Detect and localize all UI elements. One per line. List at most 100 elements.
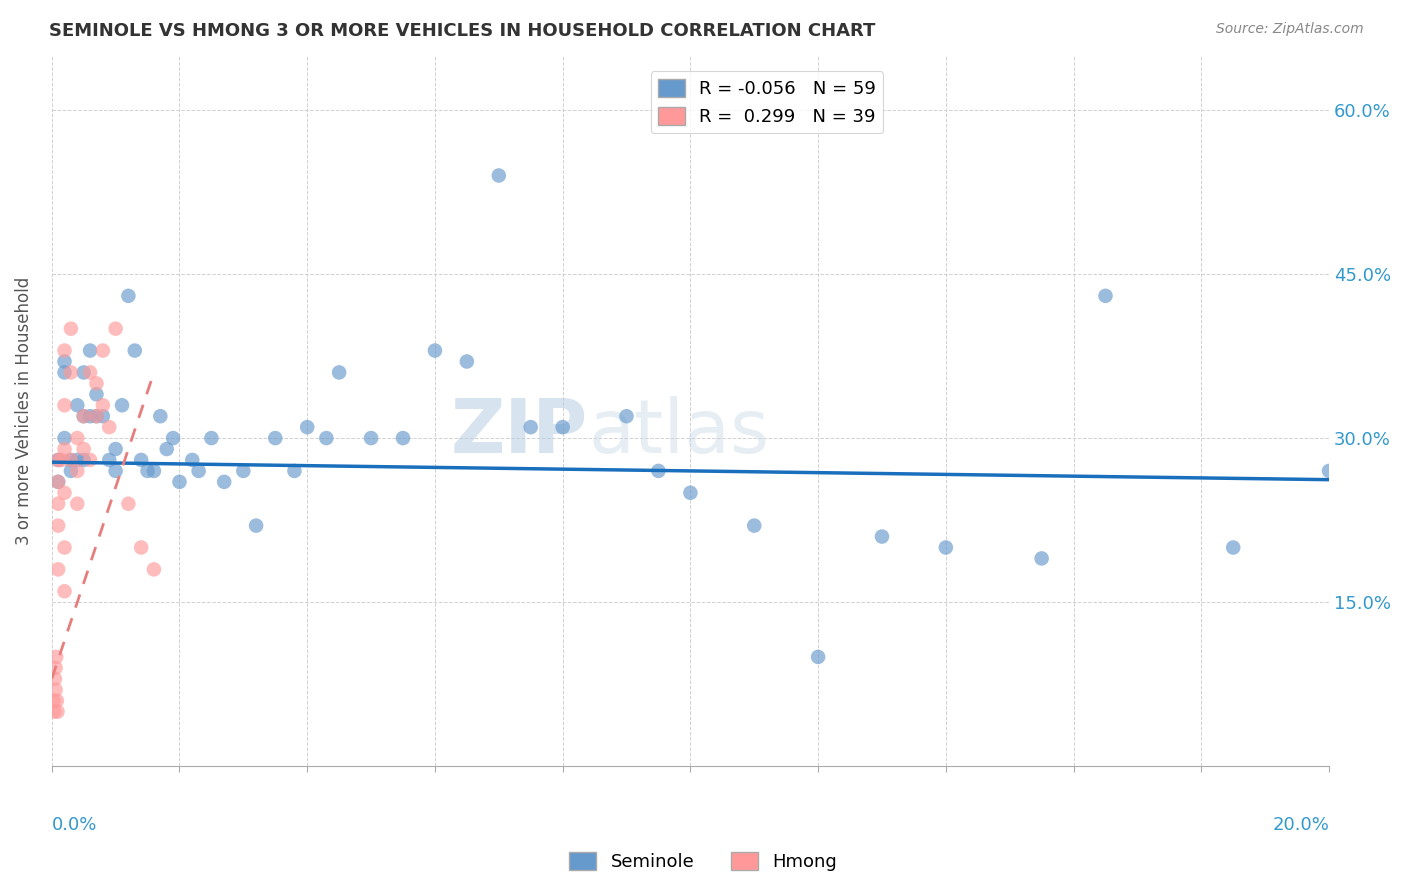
- Point: [264, 431, 287, 445]
- Point: [46, 705, 69, 719]
- Point: [212, 475, 235, 489]
- Point: [117, 497, 139, 511]
- Point: [53, 354, 76, 368]
- Point: [245, 518, 267, 533]
- Y-axis label: 3 or more Vehicles in Household: 3 or more Vehicles in Household: [15, 277, 32, 545]
- Point: [45, 682, 67, 697]
- Point: [73, 453, 96, 467]
- Point: [129, 453, 152, 467]
- Point: [111, 398, 134, 412]
- Text: 0.0%: 0.0%: [52, 816, 97, 834]
- Point: [79, 453, 101, 467]
- Point: [91, 343, 114, 358]
- Point: [45, 694, 67, 708]
- Point: [73, 409, 96, 424]
- Point: [142, 464, 165, 478]
- Point: [86, 376, 108, 391]
- Point: [53, 485, 76, 500]
- Point: [79, 366, 101, 380]
- Point: [98, 453, 121, 467]
- Point: [46, 518, 69, 533]
- Point: [45, 649, 67, 664]
- Point: [136, 464, 159, 478]
- Point: [44, 705, 66, 719]
- Point: [86, 387, 108, 401]
- Point: [53, 584, 76, 599]
- Point: [519, 420, 541, 434]
- Point: [46, 497, 69, 511]
- Point: [91, 398, 114, 412]
- Legend: R = -0.056   N = 59, R =  0.299   N = 39: R = -0.056 N = 59, R = 0.299 N = 39: [651, 71, 883, 134]
- Point: [149, 409, 172, 424]
- Point: [53, 442, 76, 456]
- Point: [73, 409, 96, 424]
- Point: [66, 398, 89, 412]
- Point: [53, 366, 76, 380]
- Point: [104, 442, 127, 456]
- Point: [647, 464, 669, 478]
- Point: [423, 343, 446, 358]
- Text: SEMINOLE VS HMONG 3 OR MORE VEHICLES IN HOUSEHOLD CORRELATION CHART: SEMINOLE VS HMONG 3 OR MORE VEHICLES IN …: [49, 22, 876, 40]
- Point: [46, 453, 69, 467]
- Point: [59, 366, 82, 380]
- Point: [66, 464, 89, 478]
- Point: [488, 169, 510, 183]
- Point: [679, 485, 702, 500]
- Point: [59, 464, 82, 478]
- Point: [53, 541, 76, 555]
- Point: [104, 464, 127, 478]
- Point: [86, 409, 108, 424]
- Text: 20.0%: 20.0%: [1272, 816, 1329, 834]
- Point: [551, 420, 574, 434]
- Point: [169, 475, 191, 489]
- Point: [1222, 541, 1244, 555]
- Point: [870, 530, 893, 544]
- Point: [73, 366, 96, 380]
- Point: [79, 409, 101, 424]
- Point: [129, 541, 152, 555]
- Point: [53, 398, 76, 412]
- Point: [45, 661, 67, 675]
- Point: [44, 672, 66, 686]
- Point: [59, 453, 82, 467]
- Point: [66, 431, 89, 445]
- Point: [162, 431, 184, 445]
- Point: [46, 453, 69, 467]
- Point: [51, 453, 73, 467]
- Point: [935, 541, 957, 555]
- Point: [392, 431, 415, 445]
- Point: [1094, 289, 1116, 303]
- Point: [86, 409, 108, 424]
- Point: [53, 431, 76, 445]
- Point: [1317, 464, 1340, 478]
- Point: [73, 442, 96, 456]
- Point: [295, 420, 318, 434]
- Point: [124, 343, 146, 358]
- Point: [59, 453, 82, 467]
- Point: [807, 649, 830, 664]
- Point: [1031, 551, 1053, 566]
- Point: [104, 321, 127, 335]
- Point: [59, 321, 82, 335]
- Text: atlas: atlas: [588, 395, 769, 468]
- Point: [117, 289, 139, 303]
- Point: [315, 431, 337, 445]
- Point: [232, 464, 254, 478]
- Text: Source: ZipAtlas.com: Source: ZipAtlas.com: [1216, 22, 1364, 37]
- Point: [616, 409, 638, 424]
- Point: [46, 475, 69, 489]
- Point: [53, 343, 76, 358]
- Point: [46, 562, 69, 576]
- Point: [360, 431, 382, 445]
- Point: [42, 694, 65, 708]
- Point: [79, 343, 101, 358]
- Point: [66, 497, 89, 511]
- Point: [742, 518, 765, 533]
- Legend: Seminole, Hmong: Seminole, Hmong: [562, 845, 844, 879]
- Point: [156, 442, 179, 456]
- Point: [46, 475, 69, 489]
- Point: [181, 453, 204, 467]
- Point: [456, 354, 478, 368]
- Point: [66, 453, 89, 467]
- Point: [283, 464, 305, 478]
